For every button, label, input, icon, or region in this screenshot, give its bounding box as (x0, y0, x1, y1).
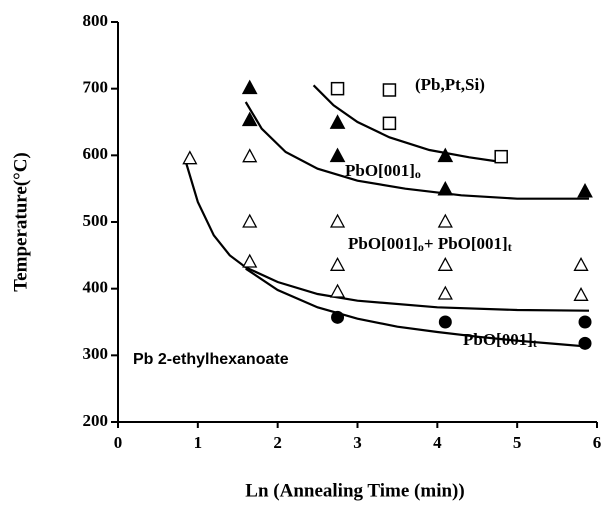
point (437, 147, 454, 163)
point (437, 256, 453, 271)
point (241, 79, 258, 95)
point (242, 148, 258, 163)
point (573, 286, 589, 301)
fit-curve (245, 267, 590, 348)
point (329, 256, 346, 271)
annotation-part: PbO[001] (463, 330, 533, 349)
point (578, 315, 592, 329)
x-tick-label: 3 (353, 433, 362, 452)
y-tick-label: 200 (83, 411, 109, 430)
x-axis-title: Ln (Annealing Time (min)) (245, 480, 464, 501)
x-tick-label: 1 (194, 433, 203, 452)
y-tick-label: 600 (83, 144, 109, 163)
annotation-subscript: o (415, 167, 421, 181)
y-tick-label: 400 (83, 278, 109, 297)
point (382, 83, 397, 97)
fit-curve (244, 101, 590, 200)
point (329, 213, 346, 228)
y-tick-label: 800 (83, 11, 109, 30)
x-tick-label: 5 (513, 433, 522, 452)
annotation-part: PbO[001] (345, 161, 415, 180)
point (578, 336, 592, 350)
annotation: (Pb,Pt,Si) (415, 75, 485, 94)
x-tick-label: 6 (593, 433, 602, 452)
point (573, 256, 589, 271)
point (437, 213, 453, 228)
annotation-part: + PbO[001] (424, 234, 508, 253)
annotation-part: PbO[001] (348, 234, 418, 253)
point (494, 149, 508, 164)
y-tick-label: 300 (83, 344, 109, 363)
point (329, 147, 346, 163)
annotation: PbO[001]t (463, 330, 537, 350)
point (382, 116, 397, 131)
annotation-subscript: t (533, 336, 537, 350)
fit-curve (312, 84, 502, 164)
point (437, 180, 454, 196)
annotation-part: (Pb,Pt,Si) (415, 75, 485, 94)
y-tick-label: 700 (83, 78, 109, 97)
point (329, 114, 346, 129)
point (241, 111, 258, 127)
point (242, 253, 258, 268)
x-tick-label: 2 (273, 433, 282, 452)
annotation: PbO[001]o+ PbO[001]t (348, 234, 512, 254)
annotation: PbO[001]o (345, 161, 421, 181)
point (242, 213, 258, 228)
y-axis-title: Temperature(°C) (10, 152, 31, 292)
point (438, 315, 452, 329)
annotation-subscript: o (418, 240, 424, 254)
fit-curve (184, 161, 590, 312)
annotation-part: Pb 2-ethylhexanoate (133, 351, 289, 368)
point (329, 283, 346, 298)
point (437, 285, 453, 300)
x-tick-label: 0 (114, 433, 123, 452)
annotation-subscript: t (508, 240, 512, 254)
x-tick-label: 4 (433, 433, 442, 452)
point (331, 310, 345, 324)
y-tick-label: 500 (83, 211, 109, 230)
point (330, 81, 345, 96)
point (577, 182, 593, 198)
annotation: Pb 2-ethylhexanoate (133, 351, 289, 368)
point (182, 150, 198, 165)
